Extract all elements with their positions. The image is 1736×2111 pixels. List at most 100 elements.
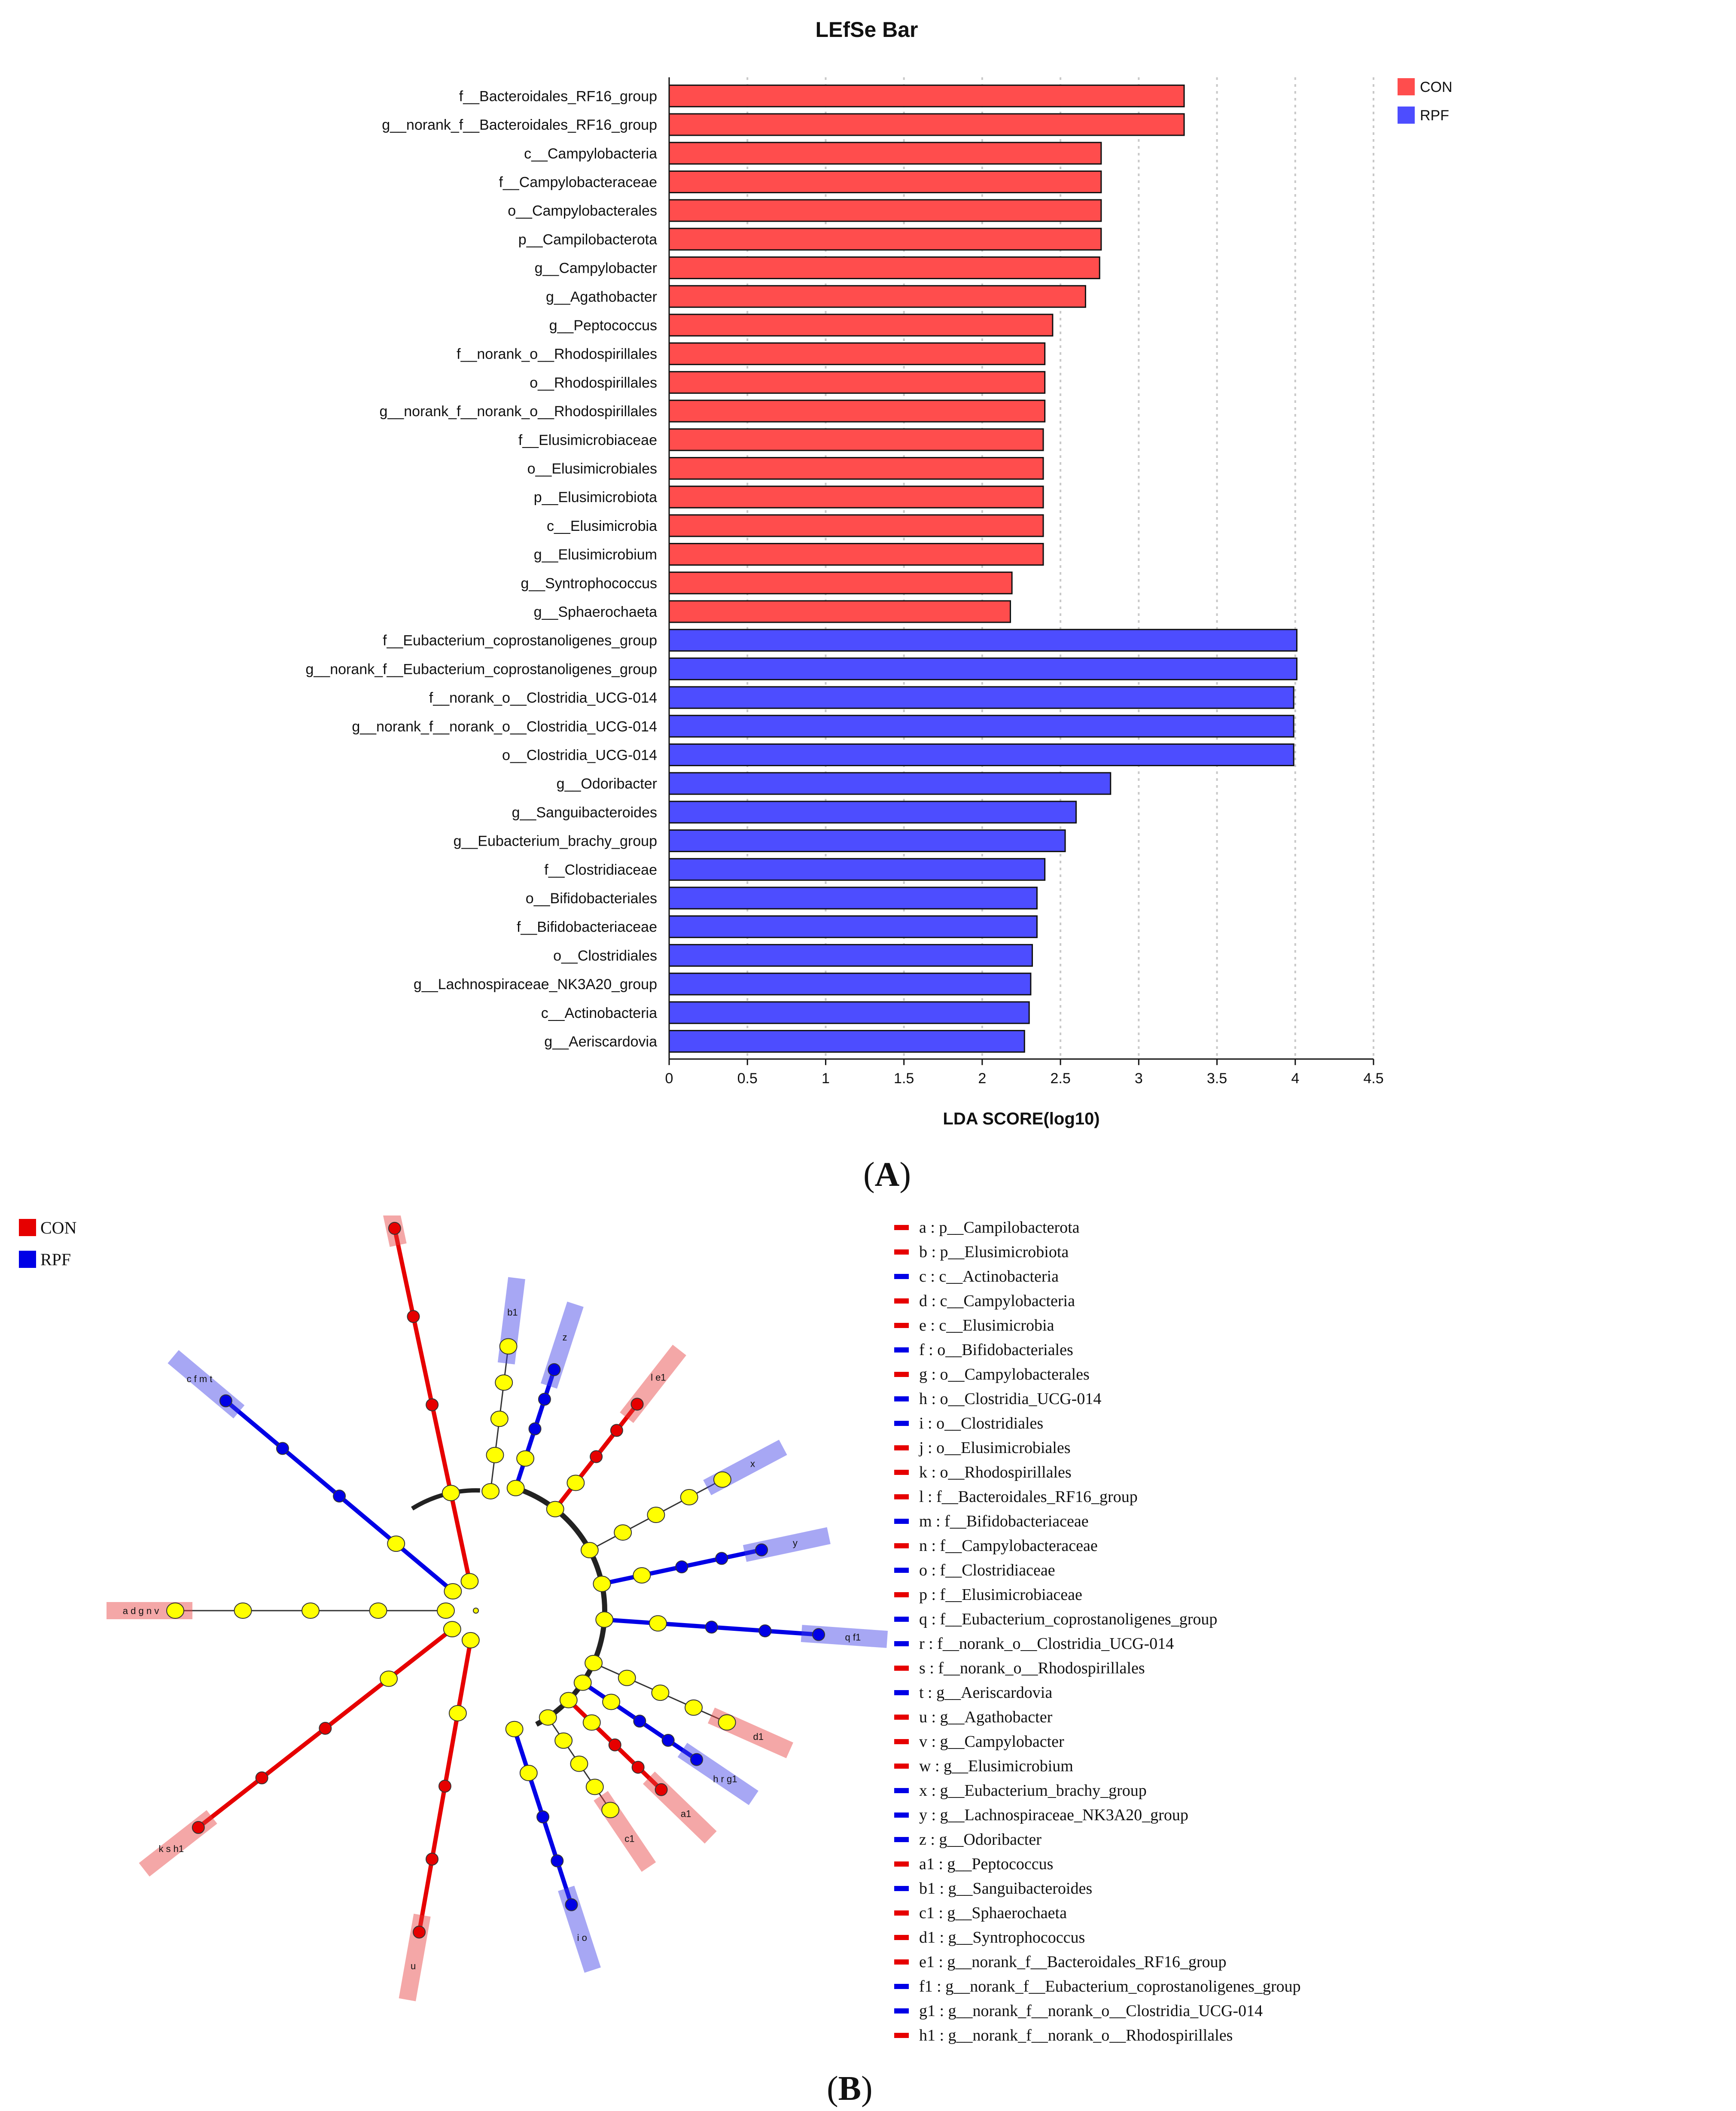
clade-node — [647, 1507, 665, 1523]
key-entry: w : g__Elusimicrobium — [919, 1757, 1073, 1775]
bar-label: o__Rhodospirillales — [530, 375, 657, 391]
bar — [668, 715, 1294, 738]
clade-node — [387, 1535, 405, 1552]
bar-label: g__Eubacterium_brachy_group — [454, 833, 657, 850]
clade-node — [448, 1705, 467, 1721]
bar — [668, 657, 1297, 680]
x-tick-label: 1.5 — [894, 1070, 914, 1087]
bar — [668, 686, 1294, 709]
bar — [668, 944, 1033, 967]
key-entry: a : p__Campilobacterota — [919, 1218, 1080, 1237]
bar — [668, 972, 1032, 996]
key-swatch — [894, 1592, 909, 1597]
key-swatch — [894, 1494, 909, 1499]
gridlines — [746, 77, 1374, 1059]
bar — [668, 886, 1038, 910]
clade-legend-label-rpf: RPF — [40, 1250, 71, 1269]
legend-label-rpf: RPF — [1420, 107, 1449, 124]
key-swatch — [894, 1641, 909, 1646]
clade-node — [255, 1771, 268, 1785]
clade-node — [614, 1524, 632, 1541]
key-swatch — [894, 1788, 909, 1793]
key-swatch — [894, 1739, 909, 1744]
bar-label: g__norank_f__norank_o__Clostridia_UCG-01… — [352, 719, 657, 735]
clade-label: q f1 — [845, 1632, 861, 1642]
clade-node — [680, 1489, 698, 1505]
key-entry: d1 : g__Syntrophococcus — [919, 1928, 1085, 1947]
clade-node — [685, 1699, 703, 1716]
key-swatch — [894, 1347, 909, 1353]
clade-legend-label-con: CON — [40, 1218, 76, 1237]
key-swatch — [894, 1617, 909, 1622]
clade-node — [219, 1394, 232, 1407]
bar-label: f__Eubacterium_coprostanoligenes_group — [383, 633, 657, 649]
bar — [668, 514, 1044, 537]
clade-label: i o — [577, 1932, 587, 1943]
clade-node — [192, 1821, 205, 1834]
key-swatch — [894, 1421, 909, 1426]
key-swatch — [894, 1910, 909, 1916]
clade-node — [630, 1398, 644, 1411]
clade-label: c f m t — [187, 1374, 213, 1384]
bar — [668, 228, 1102, 251]
key-swatch — [894, 1519, 909, 1524]
key-entry: f1 : g__norank_f__Eubacterium_coprostano… — [919, 1977, 1301, 1995]
clade-node — [516, 1450, 535, 1467]
bar — [668, 342, 1046, 366]
bar — [668, 371, 1046, 394]
key-swatch — [894, 1372, 909, 1377]
bar-label: g__Elusimicrobium — [534, 547, 657, 563]
bar-label: g__Agathobacter — [546, 289, 657, 305]
clade-node — [715, 1552, 728, 1565]
clade-node — [705, 1621, 718, 1634]
bar — [668, 399, 1046, 423]
key-entry: q : f__Eubacterium_coprostanoligenes_gro… — [919, 1610, 1217, 1628]
clade-node — [585, 1655, 603, 1672]
clade-node — [388, 1222, 401, 1235]
key-entry: o : f__Clostridiaceae — [919, 1561, 1055, 1579]
key-entry: l : f__Bacteroidales_RF16_group — [919, 1488, 1138, 1506]
clade-node — [333, 1490, 346, 1503]
clade-label: l e1 — [651, 1372, 666, 1383]
clade-node — [302, 1602, 320, 1619]
clade-node — [426, 1398, 439, 1411]
clade-node — [319, 1721, 332, 1735]
key-entry: e1 : g__norank_f__Bacteroidales_RF16_gro… — [919, 1953, 1227, 1971]
bar-label: f__Elusimicrobiaceae — [518, 432, 657, 448]
bar-label: f__Bifidobacteriaceae — [517, 919, 657, 935]
key-swatch — [894, 1298, 909, 1304]
bar-label: g__Campylobacter — [535, 260, 657, 277]
key-entry: h : o__Clostridia_UCG-014 — [919, 1390, 1101, 1408]
key-swatch — [894, 1396, 909, 1401]
bar — [668, 858, 1046, 881]
key-swatch — [894, 1274, 909, 1279]
bar — [668, 256, 1100, 280]
panel-label-b: (B) — [827, 2070, 873, 2108]
lefse-bar-chart: LEfSe Bar f__Bacteroidales_RF16_group g__… — [306, 18, 1453, 1128]
clade-label: x — [750, 1458, 755, 1469]
clade-node — [539, 1709, 557, 1726]
bar-label: g__Lachnospiraceae_NK3A20_group — [414, 976, 657, 993]
bar-label: g__Aeriscardovia — [544, 1033, 657, 1050]
key-swatch — [894, 1225, 909, 1230]
key-entry: n : f__Campylobacteraceae — [919, 1537, 1098, 1555]
key-entry: z : g__Odoribacter — [919, 1831, 1042, 1849]
x-tick-label: 0.5 — [737, 1070, 758, 1087]
key-entry: c : c__Actinobacteria — [919, 1267, 1059, 1285]
bar-label: o__Clostridia_UCG-014 — [502, 747, 657, 763]
bar — [668, 915, 1038, 938]
key-entry: x : g__Eubacterium_brachy_group — [919, 1782, 1147, 1800]
clade-node — [633, 1567, 651, 1584]
key-entry: c1 : g__Sphaerochaeta — [919, 1904, 1067, 1922]
key-swatch — [894, 1249, 909, 1255]
x-tick-label: 2 — [978, 1070, 986, 1087]
x-tick-label: 2.5 — [1050, 1070, 1070, 1087]
x-axis: 0 0.5 1 1.5 2 2.5 3 3.5 4 4.5 — [665, 77, 1384, 1087]
clade-node — [585, 1779, 604, 1795]
clade-node — [528, 1422, 542, 1435]
bar-labels-group: f__Bacteroidales_RF16_group g__norank_f__… — [306, 88, 658, 1050]
bar — [668, 84, 1185, 107]
clade-node — [369, 1602, 387, 1619]
